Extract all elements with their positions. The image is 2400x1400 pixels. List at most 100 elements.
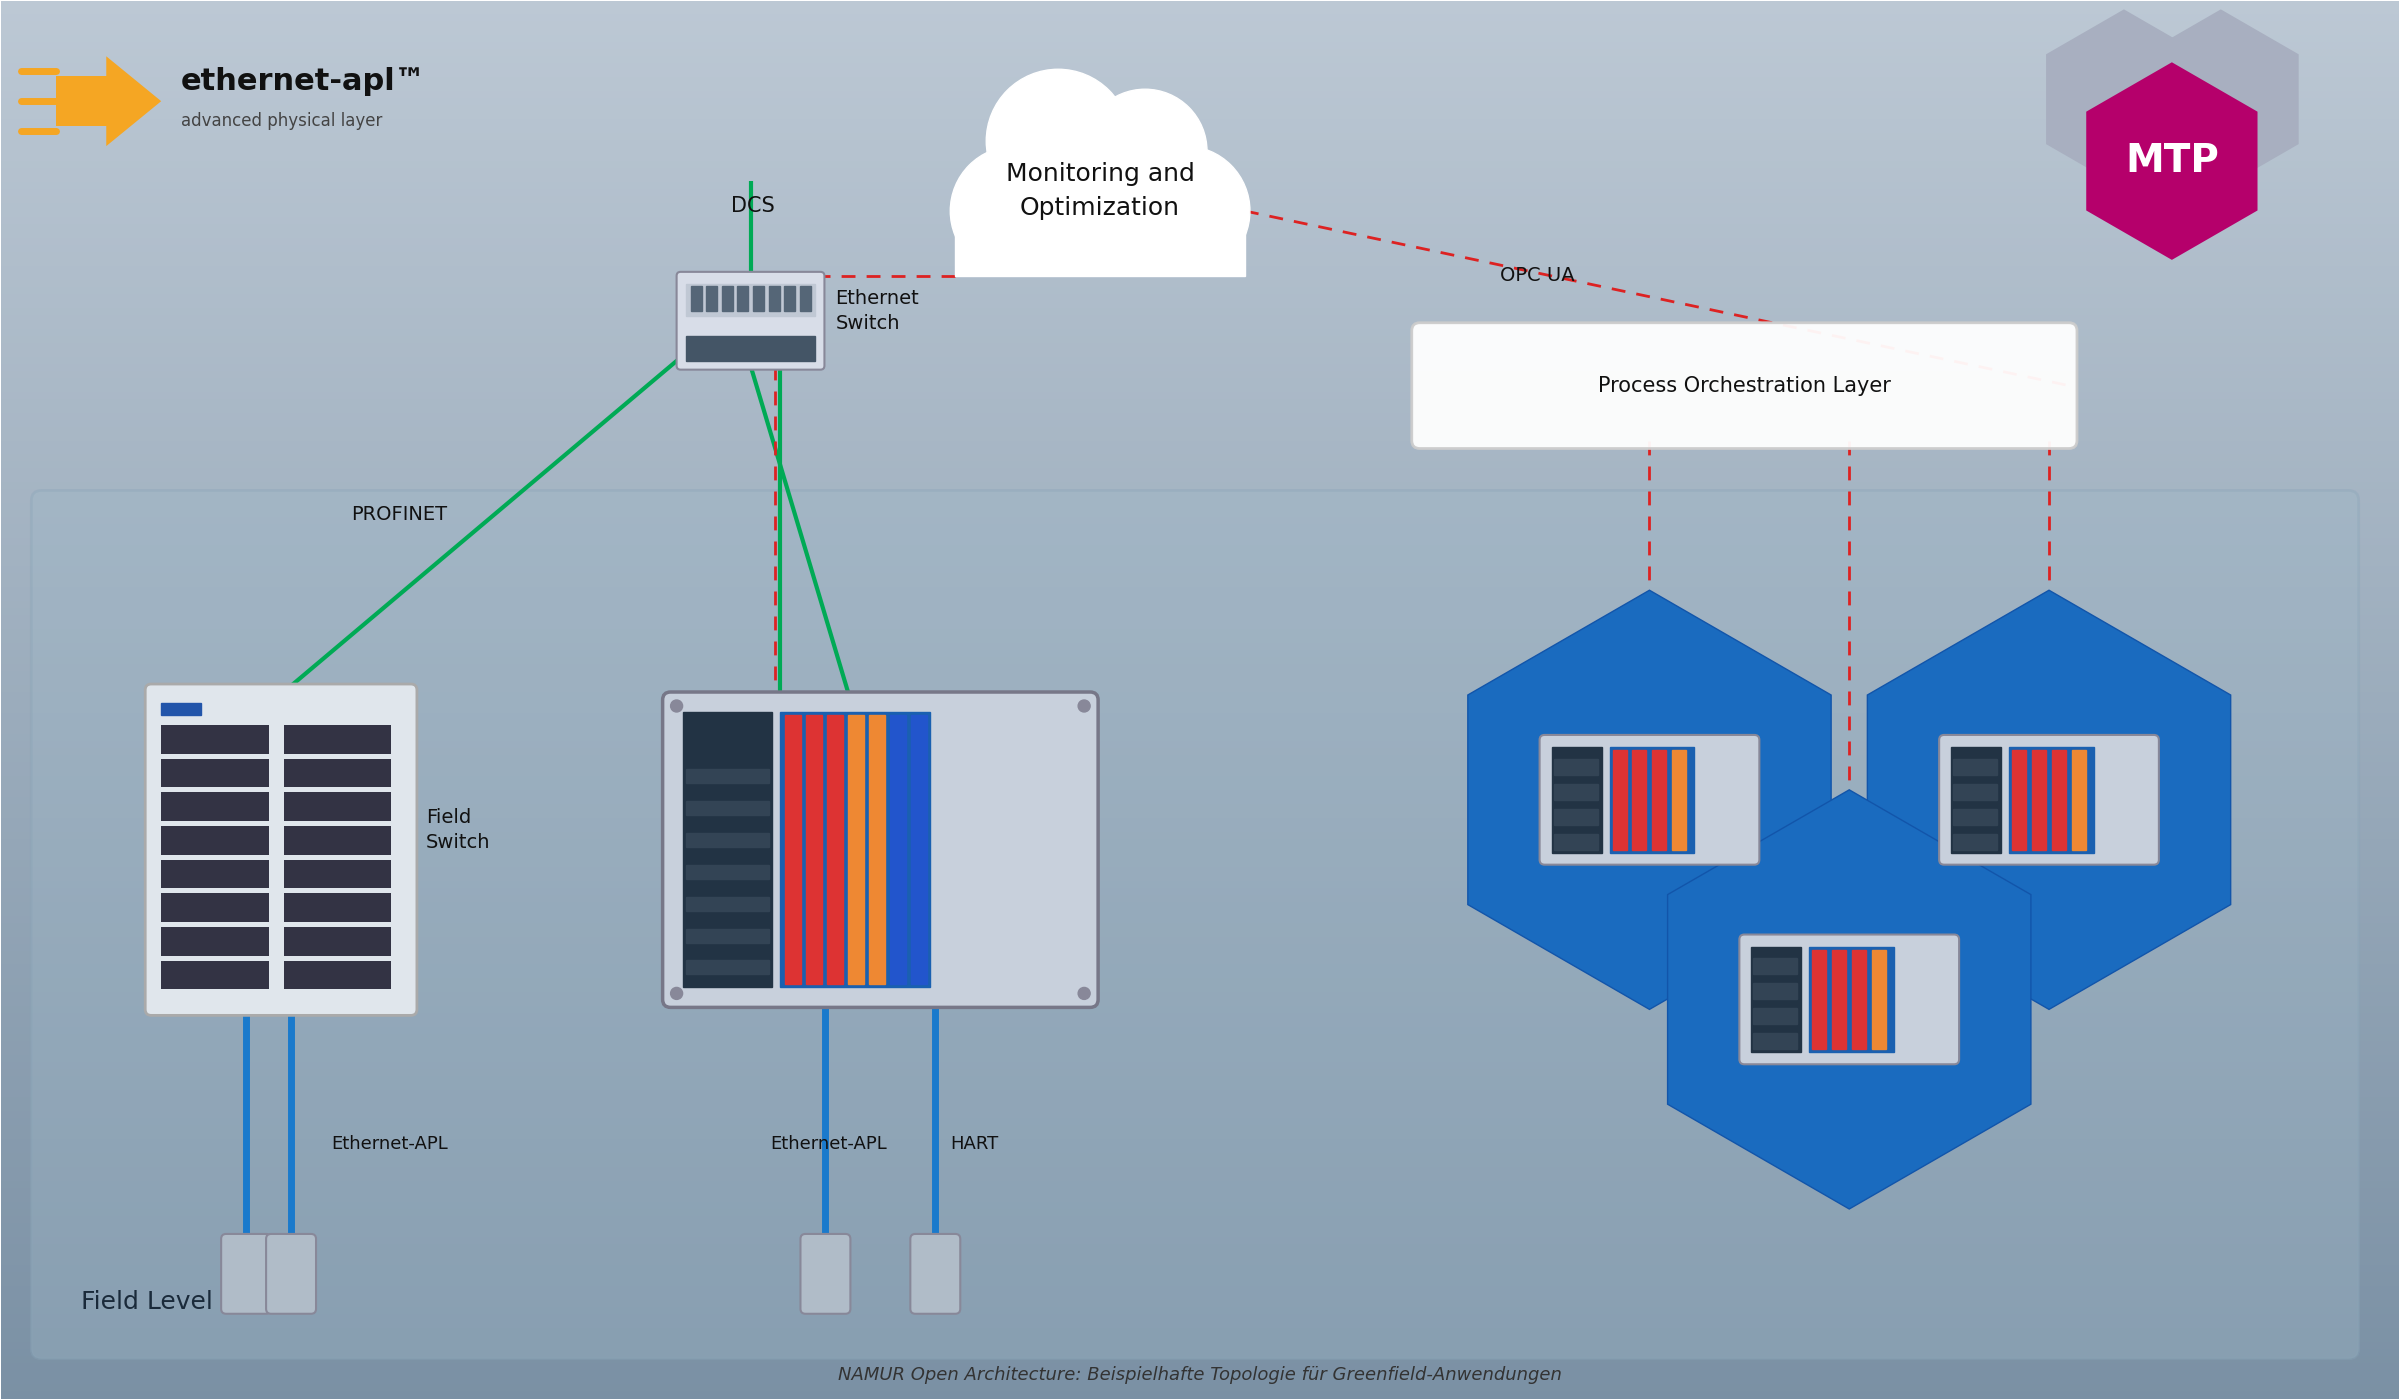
Bar [2,106,2398,113]
Bar [2,1008,2398,1015]
Bar [283,759,391,787]
Bar [2,302,2398,309]
Bar [2,1231,2398,1238]
Bar [1812,949,1826,1050]
Bar [2,931,2398,938]
Bar [2,546,2398,553]
Bar [2,1210,2398,1217]
Bar [785,715,802,984]
Bar [2,57,2398,64]
Bar [2,623,2398,630]
Bar [2,1098,2398,1105]
Bar [2,483,2398,490]
Circle shape [1121,146,1250,276]
Bar [1951,748,2002,853]
FancyBboxPatch shape [1411,323,2076,448]
Bar [2,169,2398,176]
Bar [1632,750,1646,850]
Bar [2,770,2398,777]
Text: MTP: MTP [2124,141,2220,181]
Polygon shape [2143,10,2299,189]
Polygon shape [1469,591,1831,1009]
Bar [2,1056,2398,1063]
Bar [2,218,2398,225]
Bar [754,286,763,311]
Bar [2,609,2398,616]
Bar [283,893,391,923]
Bar [2,78,2398,85]
Bar [2,889,2398,896]
Bar [2,588,2398,595]
Bar [2,260,2398,267]
Circle shape [1082,90,1207,213]
Bar [2,239,2398,246]
Bar [2,1112,2398,1119]
Bar [2,686,2398,693]
Bar [799,286,811,311]
Bar [2,1084,2398,1091]
Polygon shape [2086,62,2258,260]
Bar [2,728,2398,735]
Bar [2,364,2398,371]
Bar [1553,834,1598,850]
Bar [2,337,2398,344]
Bar [686,960,770,974]
Bar [1553,784,1598,799]
Bar [2,896,2398,903]
Bar [780,713,931,987]
Bar [2,330,2398,337]
Bar [1754,1008,1798,1025]
Bar [2,672,2398,679]
Bar [2,1392,2398,1399]
Bar [1754,983,1798,1000]
Bar [2,1280,2398,1287]
Bar [2,1252,2398,1259]
Bar [2,155,2398,162]
Bar [2,917,2398,924]
Bar [2,267,2398,274]
Text: Ethernet-APL: Ethernet-APL [331,1135,449,1154]
Text: Monitoring and
Optimization: Monitoring and Optimization [1006,162,1195,220]
Bar [2,1336,2398,1343]
FancyBboxPatch shape [1740,935,1958,1064]
Bar [2,1105,2398,1112]
Bar [2,959,2398,966]
FancyBboxPatch shape [266,1233,317,1313]
Bar [2,1350,2398,1357]
Bar [2,43,2398,50]
Bar [161,927,269,956]
Bar [2,469,2398,476]
Bar [869,715,886,984]
Bar [2,504,2398,511]
Bar [2,357,2398,364]
Bar [2,1029,2398,1036]
Bar [2,1378,2398,1385]
Bar [2,295,2398,302]
Circle shape [1078,987,1090,1000]
Bar [2,861,2398,868]
Bar [161,826,269,854]
Bar [2,1070,2398,1077]
Bar [2052,750,2066,850]
Bar [2,476,2398,483]
Bar [2,833,2398,840]
Bar [2,1,2398,8]
Bar [2,616,2398,623]
Bar [1853,949,1867,1050]
Bar [2,525,2398,532]
Bar [2,99,2398,106]
Bar [1872,949,1886,1050]
Bar [2,490,2398,497]
Bar [1954,784,1997,799]
Bar [2,763,2398,770]
Bar [806,715,823,984]
Bar [2,1126,2398,1133]
Bar [2,903,2398,910]
Bar [2,581,2398,588]
FancyBboxPatch shape [146,685,418,1015]
Bar [2,987,2398,994]
Bar [2,595,2398,602]
Bar [2,1357,2398,1364]
Bar [2,1308,2398,1315]
Bar [2,875,2398,882]
